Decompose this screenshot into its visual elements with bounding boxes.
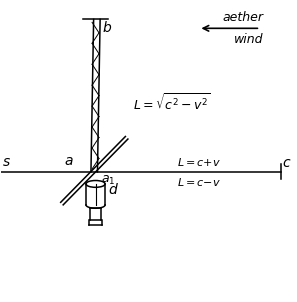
Text: aether: aether (222, 11, 263, 24)
Text: $L{=}c{+}v$: $L{=}c{+}v$ (176, 156, 221, 169)
Text: $a_1$: $a_1$ (101, 174, 115, 188)
Text: d: d (108, 183, 117, 197)
Text: wind: wind (234, 33, 263, 46)
Text: c: c (282, 156, 290, 169)
Text: $L=\sqrt{c^2-v^2}$: $L=\sqrt{c^2-v^2}$ (133, 92, 211, 114)
Text: b: b (102, 21, 111, 35)
Text: a: a (65, 154, 73, 168)
Text: s: s (3, 155, 10, 169)
Text: $L{=}c{-}v$: $L{=}c{-}v$ (176, 175, 221, 188)
